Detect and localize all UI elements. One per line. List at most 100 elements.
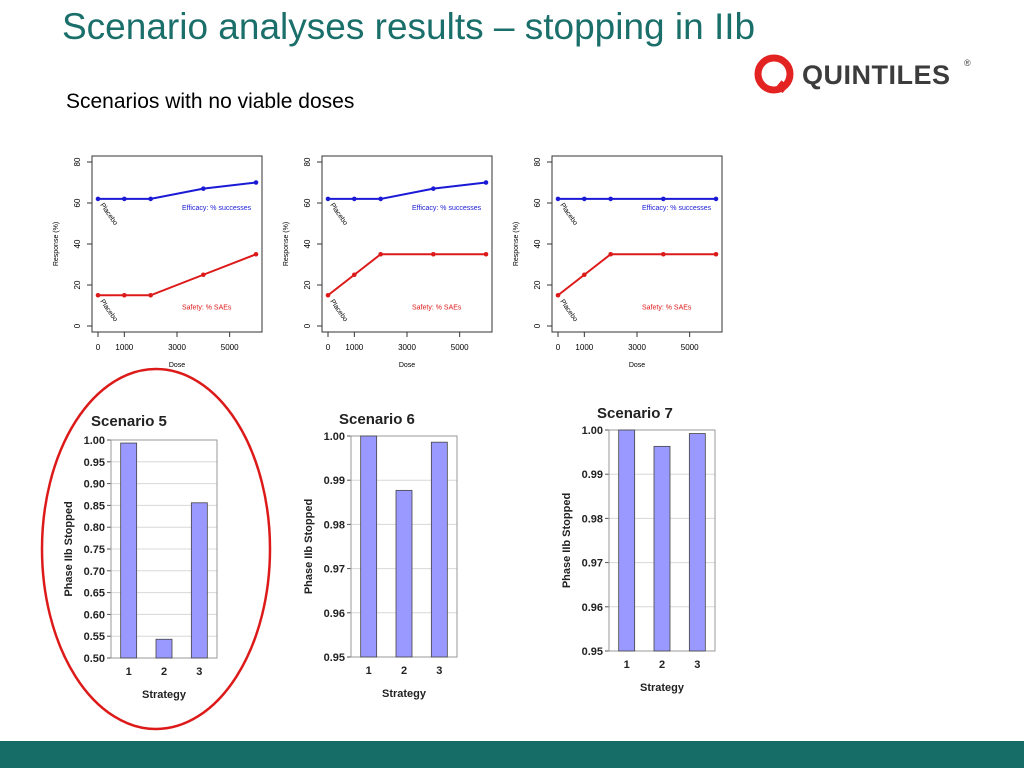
y-tick-label: 0.99	[582, 469, 603, 481]
x-axis-label: Strategy	[640, 682, 685, 694]
y-tick-label: 0.96	[582, 602, 603, 614]
footer-bar	[0, 741, 1024, 768]
plot-frame	[551, 155, 723, 333]
efficacy-point	[148, 196, 153, 202]
y-axis-label: Response (%)	[513, 222, 520, 266]
x-axis-label: Strategy	[382, 688, 427, 700]
safety-point	[253, 251, 259, 257]
bar	[155, 638, 173, 659]
x-tick-label: 3000	[398, 343, 416, 352]
y-tick-label: 0.95	[582, 646, 603, 658]
y-tick-label: 1.00	[84, 435, 105, 447]
efficacy-point	[378, 196, 383, 202]
efficacy-point	[661, 196, 666, 202]
bar-chart-scenario-6: Scenario 6 0.95 0.96 0.97 0.98 0.99 1.00 1 2 3 Str…	[303, 411, 458, 700]
x-tick-label: 0	[326, 343, 331, 352]
x-tick-label: 1	[126, 666, 132, 678]
safety-series-label: Safety: % SAEs	[182, 305, 232, 312]
efficacy-point	[582, 196, 587, 202]
y-tick-label: 0.95	[324, 652, 345, 664]
y-tick-label: 1.00	[582, 425, 603, 437]
x-tick-label: 2	[659, 659, 665, 671]
bar	[120, 442, 138, 659]
efficacy-point	[122, 196, 127, 202]
efficacy-point	[608, 196, 613, 202]
x-tick-label: 1000	[115, 343, 133, 352]
highlight-circle	[40, 367, 272, 731]
y-tick-label: 0.70	[84, 566, 105, 578]
efficacy-point	[201, 186, 206, 191]
y-tick-label: 40	[303, 239, 312, 248]
y-axis-label: Response (%)	[283, 222, 290, 266]
efficacy-point	[95, 196, 101, 202]
safety-point	[483, 251, 489, 257]
safety-point	[352, 272, 357, 278]
y-tick-label: 0.75	[84, 544, 105, 556]
safety-point	[713, 251, 719, 257]
y-tick-label: 60	[533, 198, 542, 207]
efficacy-series-label: Efficacy: % successes	[182, 205, 252, 212]
y-axis-label: Phase IIb Stopped	[561, 493, 573, 588]
efficacy-series-label: Efficacy: % successes	[642, 205, 712, 212]
safety-point	[148, 292, 153, 298]
y-axis-label: Phase IIb Stopped	[303, 499, 315, 594]
bar	[190, 502, 208, 659]
y-tick-label: 0.96	[324, 608, 345, 620]
y-tick-label: 40	[73, 239, 82, 248]
line-chart-scenario-6: 0 20 40 60 80 0 1000 3000 5000 Response (%) Dose Ef…	[283, 155, 493, 369]
bar	[688, 433, 706, 652]
x-tick-label: 5000	[681, 343, 699, 352]
x-tick-label: 2	[161, 666, 167, 678]
bar	[653, 445, 671, 652]
slide-subtitle: Scenarios with no viable doses	[66, 90, 355, 113]
y-tick-label: 60	[73, 198, 82, 207]
x-tick-label: 3	[196, 666, 202, 678]
safety-point	[95, 292, 101, 298]
y-tick-label: 80	[303, 157, 312, 166]
y-tick-label: 0.95	[84, 457, 105, 469]
bar	[395, 489, 413, 658]
x-axis-label: Strategy	[142, 689, 187, 701]
x-axis-label: Dose	[399, 362, 415, 369]
efficacy-point	[713, 196, 719, 202]
bar-chart-title: Scenario 7	[597, 405, 673, 422]
safety-point	[378, 251, 383, 257]
y-tick-label: 80	[73, 157, 82, 166]
efficacy-point	[431, 186, 436, 191]
bar-chart-scenario-7: Scenario 7 0.95 0.96 0.97 0.98 0.99 1.00 1 2 3 Str…	[561, 405, 716, 694]
efficacy-point	[483, 180, 489, 185]
x-tick-label: 1000	[345, 343, 363, 352]
y-tick-label: 20	[73, 280, 82, 289]
y-tick-label: 0.99	[324, 475, 345, 487]
x-tick-label: 3000	[168, 343, 186, 352]
safety-series-label: Safety: % SAEs	[642, 305, 692, 312]
x-tick-label: 1000	[575, 343, 593, 352]
y-tick-label: 0.85	[84, 500, 105, 512]
safety-point	[325, 292, 331, 298]
bar-chart-scenario-5: Scenario 5 0.50 0.55 0.60 0.65 0.70 0.75 0.80 0.…	[40, 367, 272, 731]
y-tick-label: 0.60	[84, 609, 105, 621]
efficacy-point	[555, 196, 561, 202]
y-tick-label: 0	[303, 323, 312, 328]
y-axis-label: Response (%)	[53, 222, 60, 266]
y-tick-label: 0.65	[84, 588, 105, 600]
y-tick-label: 20	[303, 280, 312, 289]
x-axis-label: Dose	[629, 362, 645, 369]
x-tick-label: 2	[401, 665, 407, 677]
y-tick-label: 40	[533, 239, 542, 248]
x-tick-label: 3	[436, 665, 442, 677]
x-tick-label: 3	[694, 659, 700, 671]
safety-point	[608, 251, 613, 257]
safety-series-label: Safety: % SAEs	[412, 305, 462, 312]
bar	[360, 435, 378, 658]
safety-point	[201, 272, 206, 278]
safety-point	[661, 251, 666, 257]
safety-point	[582, 272, 587, 278]
y-tick-label: 0.80	[84, 522, 105, 534]
y-axis-label: Phase IIb Stopped	[63, 501, 75, 596]
bar	[618, 429, 636, 652]
y-tick-label: 0.50	[84, 653, 105, 665]
x-axis-label: Dose	[169, 362, 185, 369]
plot-frame	[321, 155, 493, 333]
y-tick-label: 60	[303, 198, 312, 207]
